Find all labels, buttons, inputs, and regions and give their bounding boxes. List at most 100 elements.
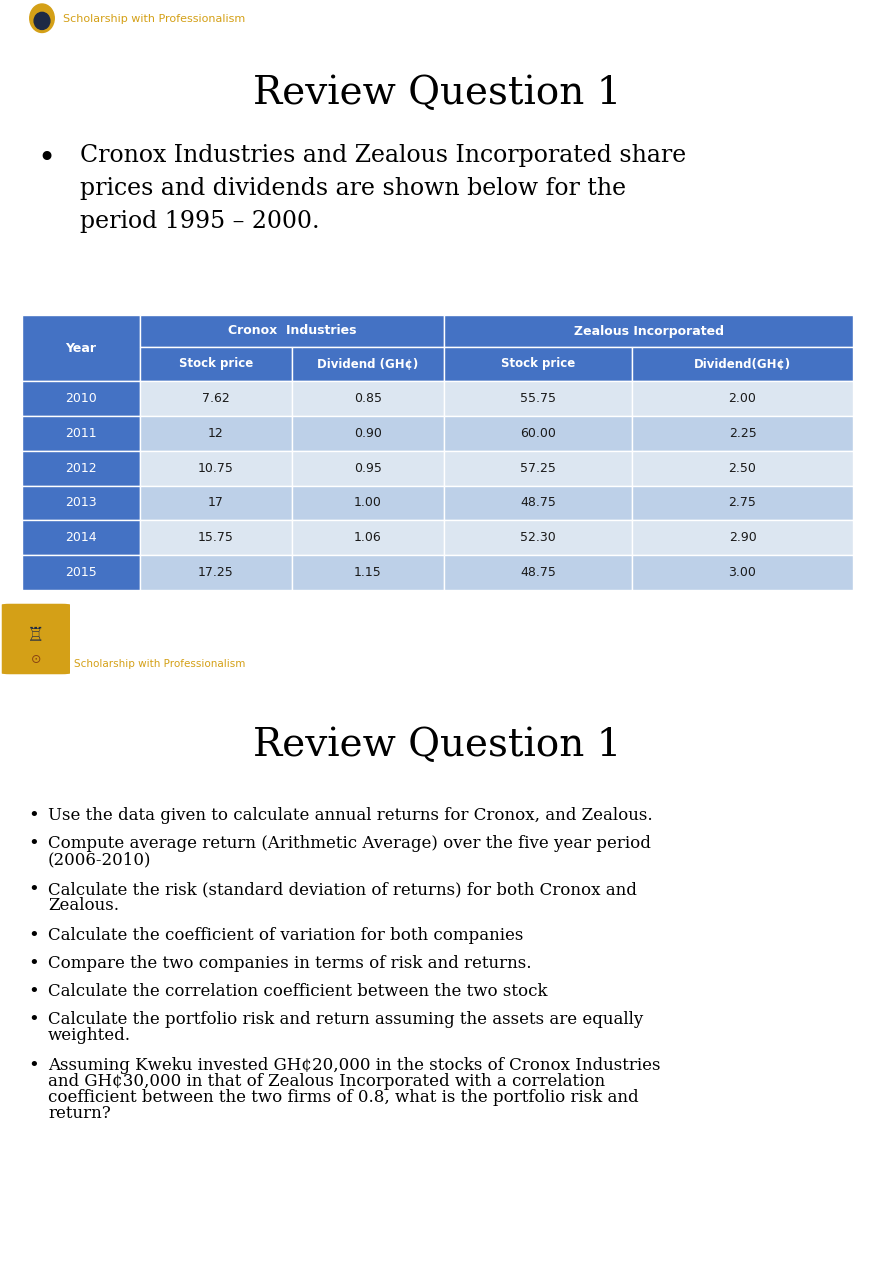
Bar — [22, 416, 140, 451]
Bar — [444, 416, 632, 451]
Bar — [632, 556, 853, 590]
Text: Compute average return (Arithmetic Average) over the five year period: Compute average return (Arithmetic Avera… — [48, 835, 651, 852]
Bar — [292, 451, 444, 485]
Text: Calculate the correlation coefficient between the two stock: Calculate the correlation coefficient be… — [48, 983, 548, 1000]
Text: 12: 12 — [208, 426, 224, 440]
Bar — [140, 451, 292, 485]
Bar — [22, 451, 140, 485]
Bar — [22, 381, 140, 416]
Bar — [292, 416, 444, 451]
Text: and GH¢30,000 in that of Zealous Incorporated with a correlation: and GH¢30,000 in that of Zealous Incorpo… — [48, 1073, 605, 1091]
Text: return?: return? — [48, 1105, 111, 1123]
Bar — [632, 485, 853, 521]
Text: 2.00: 2.00 — [729, 392, 756, 404]
Bar — [444, 521, 632, 556]
Text: 15.75: 15.75 — [198, 531, 234, 544]
Bar — [22, 556, 140, 590]
Text: Review Question 1: Review Question 1 — [254, 76, 621, 111]
Bar — [632, 347, 853, 381]
Bar — [444, 451, 632, 485]
Text: Zealous.: Zealous. — [48, 897, 119, 914]
Text: •: • — [28, 955, 38, 973]
Text: 1.06: 1.06 — [354, 531, 382, 544]
Text: coefficient between the two firms of 0.8, what is the portfolio risk and: coefficient between the two firms of 0.8… — [48, 1089, 639, 1106]
Bar — [444, 347, 632, 381]
Text: Year: Year — [66, 342, 96, 355]
Text: Calculate the coefficient of variation for both companies: Calculate the coefficient of variation f… — [48, 927, 523, 945]
Text: Compare the two companies in terms of risk and returns.: Compare the two companies in terms of ri… — [48, 955, 531, 972]
Bar — [140, 347, 292, 381]
Text: •: • — [28, 1011, 38, 1029]
Text: weighted.: weighted. — [48, 1027, 131, 1044]
Bar — [632, 416, 853, 451]
Text: Use the data given to calculate annual returns for Cronox, and Zealous.: Use the data given to calculate annual r… — [48, 806, 653, 824]
Text: ⊙: ⊙ — [31, 653, 41, 666]
Ellipse shape — [34, 13, 50, 29]
Text: 2013: 2013 — [66, 497, 97, 509]
Bar — [140, 556, 292, 590]
Text: 2012: 2012 — [66, 462, 97, 475]
Bar — [444, 381, 632, 416]
Text: Dividend (GH¢): Dividend (GH¢) — [318, 357, 418, 370]
Text: 0.85: 0.85 — [354, 392, 382, 404]
Text: 48.75: 48.75 — [520, 497, 556, 509]
Text: 2.25: 2.25 — [729, 426, 756, 440]
Text: 2.50: 2.50 — [729, 462, 756, 475]
Text: 48.75: 48.75 — [520, 566, 556, 579]
Bar — [444, 485, 632, 521]
Bar — [444, 556, 632, 590]
Text: 2015: 2015 — [65, 566, 97, 579]
Bar — [632, 521, 853, 556]
Text: 2.75: 2.75 — [729, 497, 756, 509]
Bar — [140, 485, 292, 521]
Bar — [292, 347, 444, 381]
Text: Cronox  Industries: Cronox Industries — [228, 325, 356, 338]
Text: 17.25: 17.25 — [198, 566, 234, 579]
Text: 2014: 2014 — [66, 531, 97, 544]
Bar — [22, 315, 140, 381]
Text: 60.00: 60.00 — [520, 426, 556, 440]
Text: (2006-2010): (2006-2010) — [48, 851, 151, 868]
Text: •: • — [28, 1057, 38, 1075]
Text: 2.90: 2.90 — [729, 531, 756, 544]
Bar — [292, 521, 444, 556]
Bar — [292, 556, 444, 590]
Text: Dividend(GH¢): Dividend(GH¢) — [694, 357, 791, 370]
Bar — [140, 381, 292, 416]
Text: Calculate the risk (standard deviation of returns) for both Cronox and: Calculate the risk (standard deviation o… — [48, 881, 637, 899]
Bar — [140, 416, 292, 451]
Text: Assuming Kweku invested GH¢20,000 in the stocks of Cronox Industries: Assuming Kweku invested GH¢20,000 in the… — [48, 1057, 661, 1074]
Text: Review Question 1: Review Question 1 — [254, 727, 621, 763]
Bar — [632, 451, 853, 485]
Text: •: • — [37, 145, 55, 175]
Text: •: • — [28, 983, 38, 1001]
Text: Cronox Industries and Zealous Incorporated share
prices and dividends are shown : Cronox Industries and Zealous Incorporat… — [80, 145, 686, 233]
Bar — [444, 315, 853, 347]
Text: Scholarship with Professionalism: Scholarship with Professionalism — [74, 659, 246, 668]
Text: Scholarship with Professionalism: Scholarship with Professionalism — [63, 14, 245, 24]
Text: 2010: 2010 — [65, 392, 97, 404]
FancyBboxPatch shape — [2, 604, 70, 675]
Text: 0.95: 0.95 — [354, 462, 382, 475]
Text: 2011: 2011 — [66, 426, 97, 440]
Text: 57.25: 57.25 — [520, 462, 556, 475]
Text: Stock price: Stock price — [500, 357, 575, 370]
Text: •: • — [28, 881, 38, 899]
Bar — [292, 381, 444, 416]
Text: 10.75: 10.75 — [198, 462, 234, 475]
Text: 17: 17 — [208, 497, 224, 509]
Bar — [22, 521, 140, 556]
Text: 7.62: 7.62 — [202, 392, 230, 404]
Bar — [632, 381, 853, 416]
Text: 1.00: 1.00 — [354, 497, 382, 509]
Bar — [292, 485, 444, 521]
Text: 1.15: 1.15 — [354, 566, 382, 579]
Text: Zealous Incorporated: Zealous Incorporated — [573, 325, 724, 338]
Text: •: • — [28, 806, 38, 826]
Bar — [140, 315, 444, 347]
Text: 55.75: 55.75 — [520, 392, 556, 404]
Text: Calculate the portfolio risk and return assuming the assets are equally: Calculate the portfolio risk and return … — [48, 1011, 643, 1028]
Text: 3.00: 3.00 — [729, 566, 756, 579]
Text: •: • — [28, 927, 38, 945]
Text: 0.90: 0.90 — [354, 426, 382, 440]
